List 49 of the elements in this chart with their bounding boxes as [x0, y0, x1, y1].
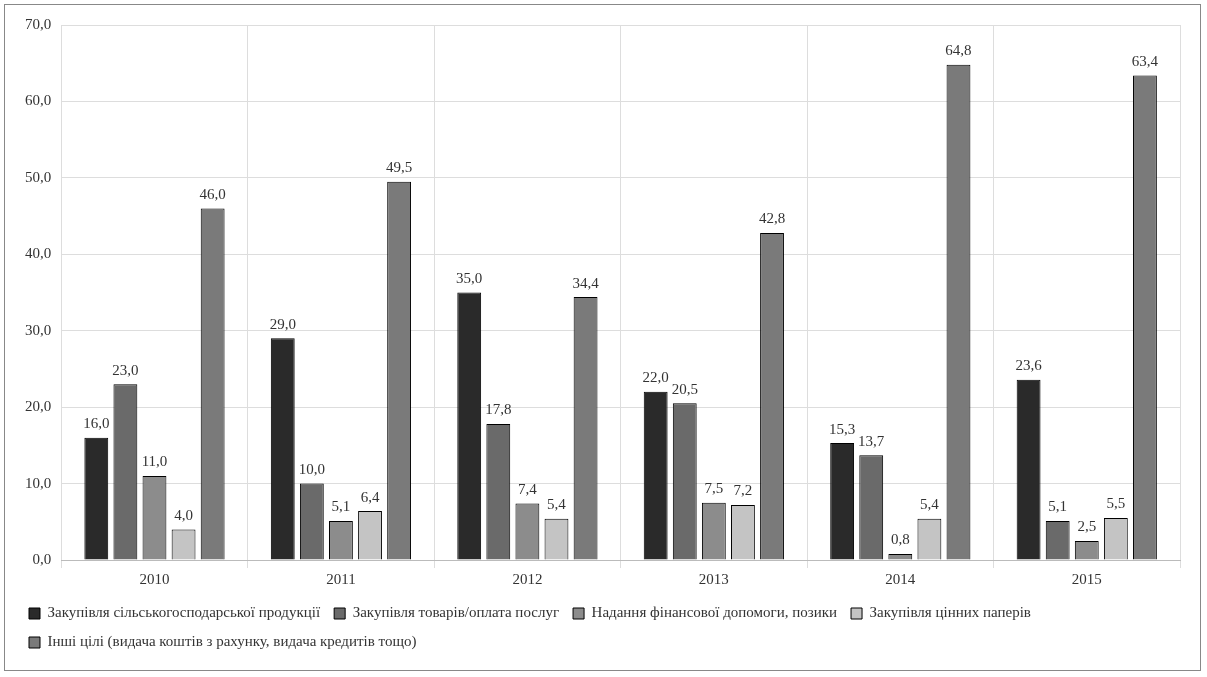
data-label: 5,1 [331, 498, 351, 515]
data-label: 5,1 [1048, 498, 1068, 515]
data-label: 6,4 [360, 488, 380, 505]
x-tick-label: 2015 [1071, 570, 1102, 587]
y-tick-label: 40,0 [25, 245, 52, 262]
data-label: 42,8 [758, 210, 786, 227]
data-label: 2,5 [1077, 518, 1097, 535]
data-label: 34,4 [572, 274, 600, 291]
x-tick-label: 2010 [139, 570, 170, 587]
data-label: 46,0 [199, 185, 226, 202]
legend-label: Закупівля цінних паперів [869, 604, 1031, 621]
x-tick-label: 2014 [885, 570, 916, 587]
data-label: 16,0 [83, 415, 110, 432]
data-label: 23,6 [1015, 357, 1043, 374]
data-label: 35,0 [456, 269, 483, 286]
y-tick-label: 30,0 [25, 321, 52, 338]
y-tick-label: 50,0 [25, 168, 52, 185]
data-label: 20,5 [671, 380, 698, 397]
data-label: 63,4 [1131, 52, 1159, 69]
data-label: 22,0 [642, 369, 669, 386]
legend-label: Інші цілі (видача коштів з рахунку, видача кредитів тощо) [47, 633, 417, 651]
data-label: 49,5 [385, 159, 413, 176]
data-label: 13,7 [858, 432, 885, 449]
x-tick-label: 2013 [698, 570, 729, 587]
y-tick-label: 60,0 [25, 92, 52, 109]
data-label: 5,5 [1106, 495, 1126, 512]
y-tick-label: 0,0 [32, 550, 52, 567]
data-label: 5,4 [547, 496, 567, 513]
x-tick-label: 2011 [326, 570, 356, 587]
y-tick-label: 20,0 [25, 398, 52, 415]
y-tick-label: 10,0 [25, 474, 52, 491]
data-label: 4,0 [174, 506, 193, 523]
x-tick-label: 2012 [512, 570, 543, 587]
legend-label: Закупівля товарів/оплата послуг [352, 604, 560, 621]
data-label: 64,8 [945, 42, 972, 59]
data-label: 17,8 [485, 401, 512, 418]
data-label: 11,0 [141, 453, 168, 470]
data-label: 23,0 [112, 361, 139, 378]
y-tick-label: 70,0 [25, 15, 52, 32]
data-label: 5,4 [920, 496, 940, 513]
data-label: 29,0 [269, 315, 296, 332]
legend-label: Закупівля сільськогосподарської продукції [47, 604, 321, 621]
legend-label: Надання фінансової допомоги, позики [591, 604, 838, 621]
data-label: 15,3 [829, 420, 856, 437]
data-label: 7,4 [518, 480, 538, 497]
data-label: 7,2 [733, 482, 753, 499]
data-label: 10,0 [298, 461, 325, 478]
data-label: 0,8 [890, 531, 910, 548]
data-label: 7,5 [704, 480, 724, 497]
